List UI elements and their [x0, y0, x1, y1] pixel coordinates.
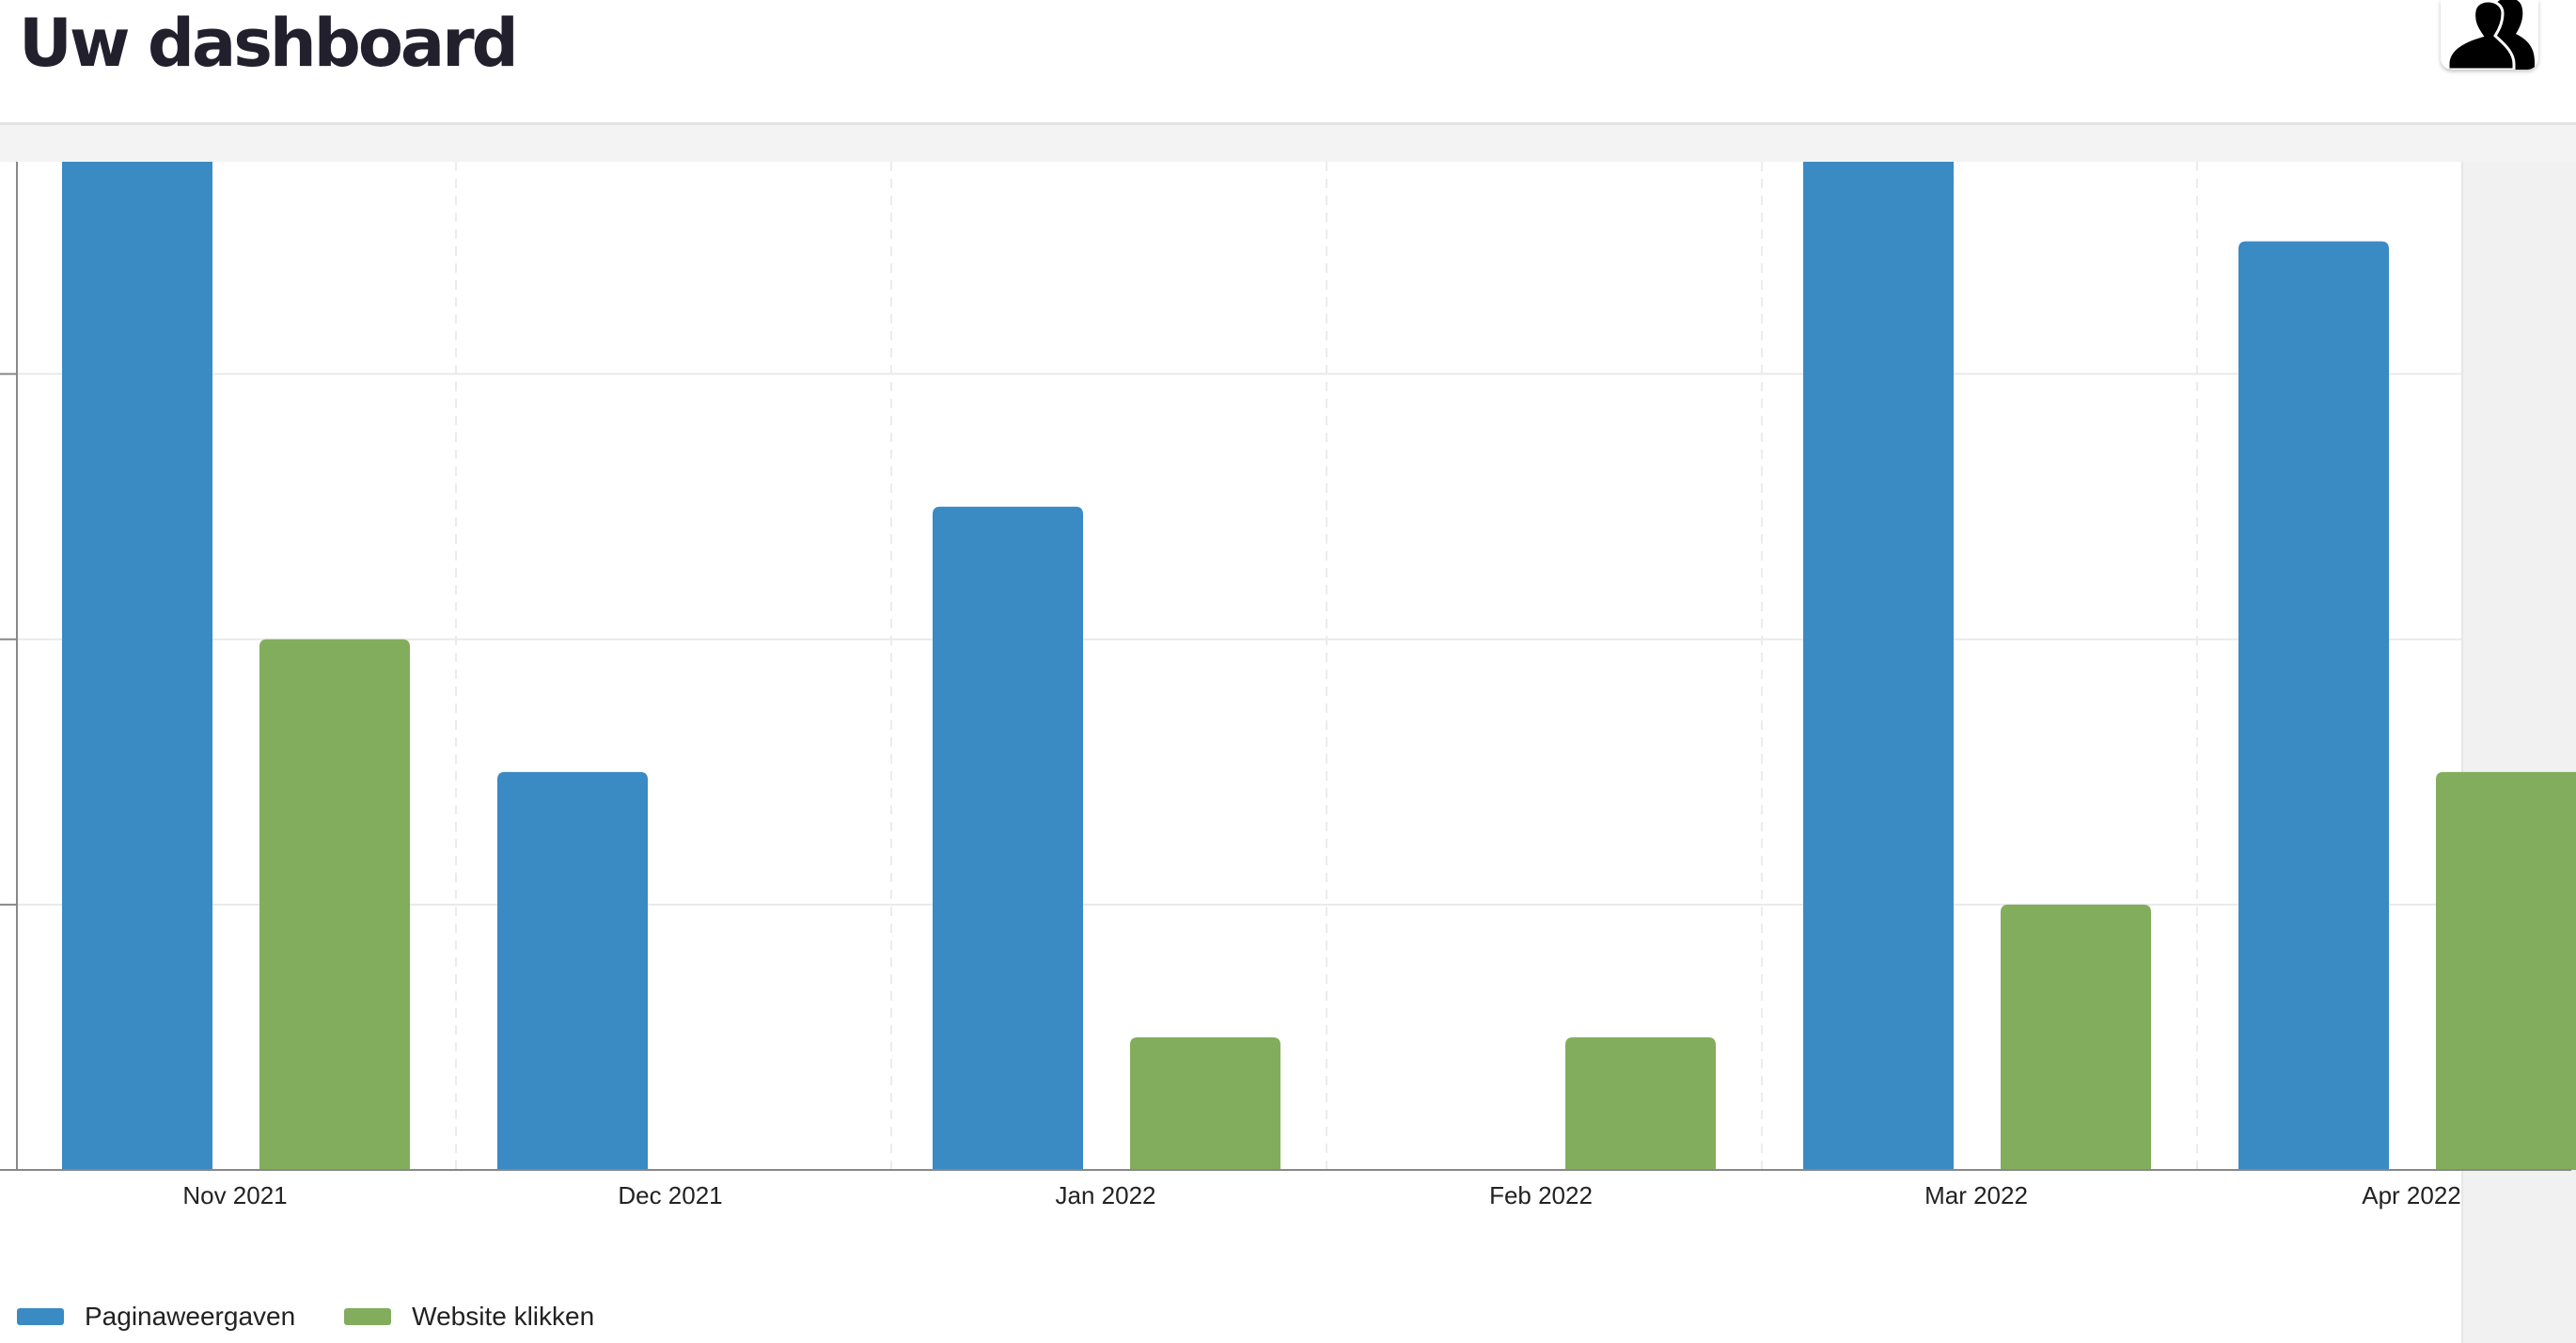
- x-tick-label: Nov 2021: [182, 1181, 287, 1209]
- bar-website-klikken-4[interactable]: [2001, 904, 2151, 1170]
- bar-website-klikken-3[interactable]: [1565, 1036, 1716, 1170]
- x-tick-label: Dec 2021: [618, 1181, 722, 1209]
- bar-website-klikken-0[interactable]: [259, 639, 410, 1170]
- chart-legend: Paginaweergaven Website klikken: [17, 1298, 643, 1335]
- legend-swatch: [17, 1308, 64, 1325]
- bar-website-klikken-2[interactable]: [1130, 1036, 1280, 1170]
- x-tick-label: Feb 2022: [1489, 1181, 1593, 1209]
- page-title: Uw dashboard: [19, 5, 519, 82]
- bar-paginaweergaven-0[interactable]: [62, 109, 212, 1170]
- bar-paginaweergaven-1[interactable]: [497, 771, 648, 1170]
- page-header: Uw dashboard: [0, 0, 2576, 125]
- bar-website-klikken-5[interactable]: [2436, 771, 2576, 1170]
- legend-label: Paginaweergaven: [85, 1302, 296, 1331]
- legend-label: Website klikken: [412, 1302, 595, 1331]
- legend-item-paginaweergaven[interactable]: Paginaweergaven: [17, 1302, 295, 1332]
- user-group-icon: [2446, 0, 2535, 70]
- bars-group: [62, 109, 2576, 1170]
- x-tick-label: Mar 2022: [1924, 1181, 2028, 1209]
- side-divider: [2461, 162, 2463, 1343]
- avatar[interactable]: [2441, 0, 2538, 70]
- legend-item-website-klikken[interactable]: Website klikken: [344, 1302, 594, 1332]
- bar-paginaweergaven-4[interactable]: [1803, 109, 1954, 1170]
- x-tick-label: Apr 2022: [2362, 1181, 2461, 1209]
- x-tick-label: Jan 2022: [1056, 1181, 1156, 1209]
- bar-paginaweergaven-2[interactable]: [933, 506, 1083, 1170]
- bar-paginaweergaven-5[interactable]: [2238, 241, 2389, 1170]
- legend-swatch: [344, 1308, 392, 1325]
